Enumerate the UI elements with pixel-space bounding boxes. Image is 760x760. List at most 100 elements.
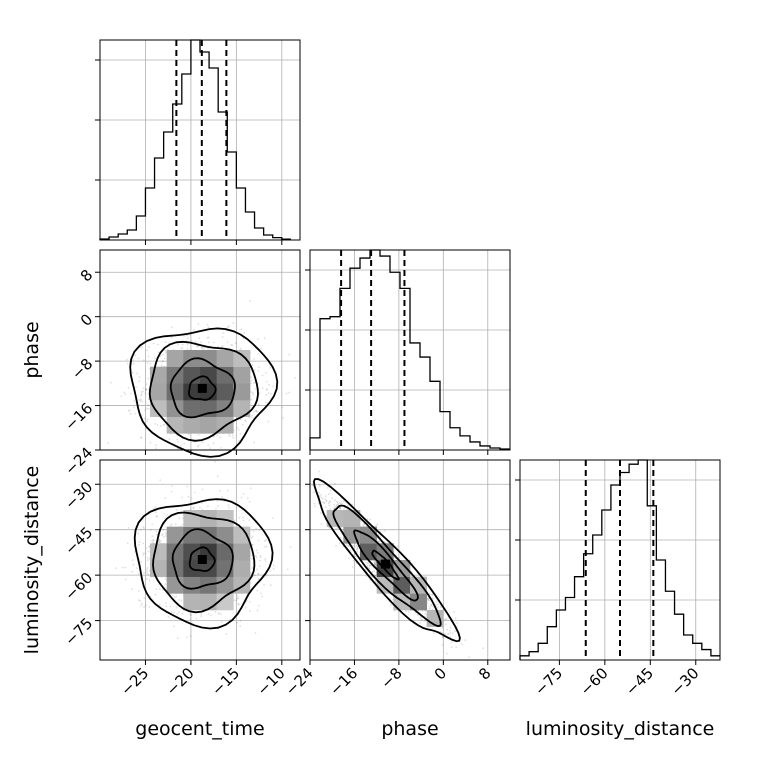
distance-vs-geocent-time-sample-dot bbox=[159, 540, 162, 542]
distance-vs-geocent-time-sample-dot bbox=[264, 558, 267, 560]
phase-vs-geocent-time-contour bbox=[129, 327, 279, 458]
distance-vs-geocent-time-sample-dot bbox=[146, 572, 149, 575]
phase-vs-geocent-time-sample-dot bbox=[294, 377, 296, 379]
distance-vs-geocent-time-sample-dot bbox=[151, 535, 154, 538]
y-axis-title-phase: phase bbox=[21, 321, 43, 378]
phase-vs-geocent-time-sample-dot bbox=[140, 391, 143, 394]
phase-vs-geocent-time-density-cell bbox=[183, 383, 201, 401]
distance-vs-phase-sample-dot bbox=[455, 646, 457, 649]
phase-vs-geocent-time-sample-dot bbox=[145, 388, 147, 391]
phase-vs-geocent-time-sample-dot bbox=[162, 353, 164, 356]
luminosity-distance-marginal-frame bbox=[519, 459, 721, 661]
distance-vs-phase-sample-dot bbox=[325, 499, 328, 502]
distance-vs-phase-contour bbox=[312, 478, 461, 643]
distance-vs-geocent-time-sample-dot bbox=[173, 625, 176, 628]
distance-vs-phase-sample-dot bbox=[436, 603, 439, 606]
distance-vs-phase-sample-dot bbox=[356, 547, 359, 549]
phase-vs-geocent-time-sample-dot bbox=[140, 437, 143, 440]
phase-vs-geocent-time-density-cell bbox=[216, 366, 234, 384]
distance-vs-geocent-time-sample-dot bbox=[143, 527, 145, 530]
distance-vs-phase-sample-dot bbox=[362, 524, 364, 526]
phase-vs-geocent-time-sample-dot bbox=[207, 326, 210, 329]
distance-vs-geocent-time-sample-dot bbox=[254, 632, 257, 634]
phase-vs-geocent-time-sample-dot bbox=[180, 444, 182, 447]
distance-vs-geocent-time-sample-dot bbox=[217, 612, 220, 614]
distance-vs-geocent-time-sample-dot bbox=[289, 546, 292, 548]
phase-vs-geocent-time-density-cell bbox=[216, 383, 234, 401]
distance-vs-phase-sample-dot bbox=[440, 606, 442, 609]
distance-vs-geocent-time-sample-dot bbox=[144, 552, 147, 555]
distance-vs-geocent-time-sample-dot bbox=[239, 619, 242, 622]
distance-vs-geocent-time-sample-dot bbox=[240, 496, 243, 499]
distance-vs-phase-sample-dot bbox=[377, 540, 380, 543]
distance-vs-phase-sample-dot bbox=[446, 652, 448, 655]
distance-vs-geocent-time-sample-dot bbox=[236, 621, 239, 624]
distance-vs-geocent-time-sample-dot bbox=[148, 545, 151, 548]
distance-vs-geocent-time-sample-dot bbox=[152, 539, 155, 542]
phase-vs-geocent-time-sample-dot bbox=[127, 410, 130, 412]
phase-vs-geocent-time-sample-dot bbox=[140, 436, 143, 438]
distance-vs-geocent-time-sample-dot bbox=[269, 569, 272, 572]
distance-vs-geocent-time-sample-dot bbox=[170, 490, 173, 493]
phase-vs-geocent-time-sample-dot bbox=[146, 349, 148, 352]
phase-vs-geocent-time-sample-dot bbox=[138, 376, 141, 378]
distance-vs-phase-sample-dot bbox=[338, 542, 341, 545]
distance-vs-geocent-time-sample-dot bbox=[155, 511, 157, 514]
phase-vs-geocent-time-sample-dot bbox=[250, 391, 252, 393]
phase-vs-geocent-time-sample-dot bbox=[188, 433, 190, 436]
distance-vs-geocent-time-sample-dot bbox=[199, 506, 201, 509]
phase-vs-geocent-time-sample-dot bbox=[209, 447, 211, 449]
distance-vs-phase-sample-dot bbox=[326, 487, 329, 489]
phase-vs-geocent-time-density-cell bbox=[200, 416, 217, 434]
distance-vs-geocent-time-sample-dot bbox=[251, 535, 254, 538]
distance-vs-geocent-time-sample-dot bbox=[190, 614, 192, 617]
phase-vs-geocent-time-sample-dot bbox=[147, 355, 150, 358]
distance-vs-geocent-time-sample-dot bbox=[217, 505, 220, 507]
phase-vs-geocent-time-sample-dot bbox=[168, 438, 171, 441]
distance-vs-geocent-time-density-cell bbox=[150, 543, 167, 561]
distance-vs-geocent-time-sample-dot bbox=[165, 535, 167, 537]
distance-vs-geocent-time-sample-dot bbox=[164, 583, 167, 586]
distance-vs-geocent-time-sample-dot bbox=[178, 611, 180, 614]
phase-vs-geocent-time-sample-dot bbox=[177, 440, 180, 443]
distance-vs-phase-density bbox=[311, 470, 484, 658]
phase-vs-geocent-time-sample-dot bbox=[257, 370, 260, 372]
distance-vs-geocent-time-density-cell bbox=[200, 593, 217, 611]
phase-vs-geocent-time-sample-dot bbox=[144, 409, 147, 411]
distance-vs-phase-sample-dot bbox=[398, 556, 400, 559]
phase-vs-geocent-time-sample-dot bbox=[253, 441, 256, 444]
phase-vs-geocent-time-sample-dot bbox=[197, 323, 200, 325]
distance-vs-geocent-time-sample-dot bbox=[155, 530, 158, 533]
distance-vs-geocent-time-sample-dot bbox=[121, 566, 124, 569]
distance-vs-geocent-time-sample-dot bbox=[189, 618, 192, 620]
phase-vs-geocent-time-sample-dot bbox=[227, 326, 229, 329]
distance-vs-geocent-time-sample-dot bbox=[261, 595, 263, 598]
distance-vs-phase-sample-dot bbox=[334, 505, 337, 508]
distance-vs-phase-sample-dot bbox=[395, 554, 398, 556]
distance-vs-phase-sample-dot bbox=[454, 630, 457, 633]
distance-vs-geocent-time-sample-dot bbox=[251, 544, 254, 546]
distance-vs-phase-sample-dot bbox=[460, 643, 463, 646]
phase-vs-geocent-time-sample-dot bbox=[288, 391, 290, 394]
phase-vs-geocent-time-sample-dot bbox=[244, 419, 247, 422]
distance-vs-geocent-time-sample-dot bbox=[154, 506, 157, 508]
phase-vs-geocent-time-sample-dot bbox=[266, 388, 269, 391]
distance-vs-phase-sample-dot bbox=[423, 620, 426, 623]
phase-vs-geocent-time-sample-dot bbox=[253, 382, 256, 385]
phase-vs-geocent-time-sample-dot bbox=[145, 388, 148, 391]
phase-vs-geocent-time-sample-dot bbox=[243, 332, 246, 334]
distance-vs-phase-sample-dot bbox=[428, 607, 431, 610]
distance-vs-phase-sample-dot bbox=[335, 504, 338, 506]
phase-vs-geocent-time-sample-dot bbox=[141, 400, 144, 403]
phase-vs-geocent-time-sample-dot bbox=[136, 372, 138, 375]
distance-vs-geocent-time-sample-dot bbox=[242, 493, 245, 495]
distance-vs-geocent-time-sample-dot bbox=[175, 606, 178, 609]
phase-vs-geocent-time-sample-dot bbox=[164, 349, 167, 352]
distance-vs-geocent-time-sample-dot bbox=[250, 537, 253, 539]
phase-vs-geocent-time-sample-dot bbox=[241, 423, 244, 426]
distance-vs-geocent-time-sample-dot bbox=[252, 530, 255, 533]
phase-vs-geocent-time-sample-dot bbox=[228, 325, 230, 328]
phase-vs-geocent-time-sample-dot bbox=[159, 355, 162, 357]
phase-vs-geocent-time-sample-dot bbox=[138, 399, 141, 401]
phase-vs-geocent-time-sample-dot bbox=[147, 377, 150, 380]
